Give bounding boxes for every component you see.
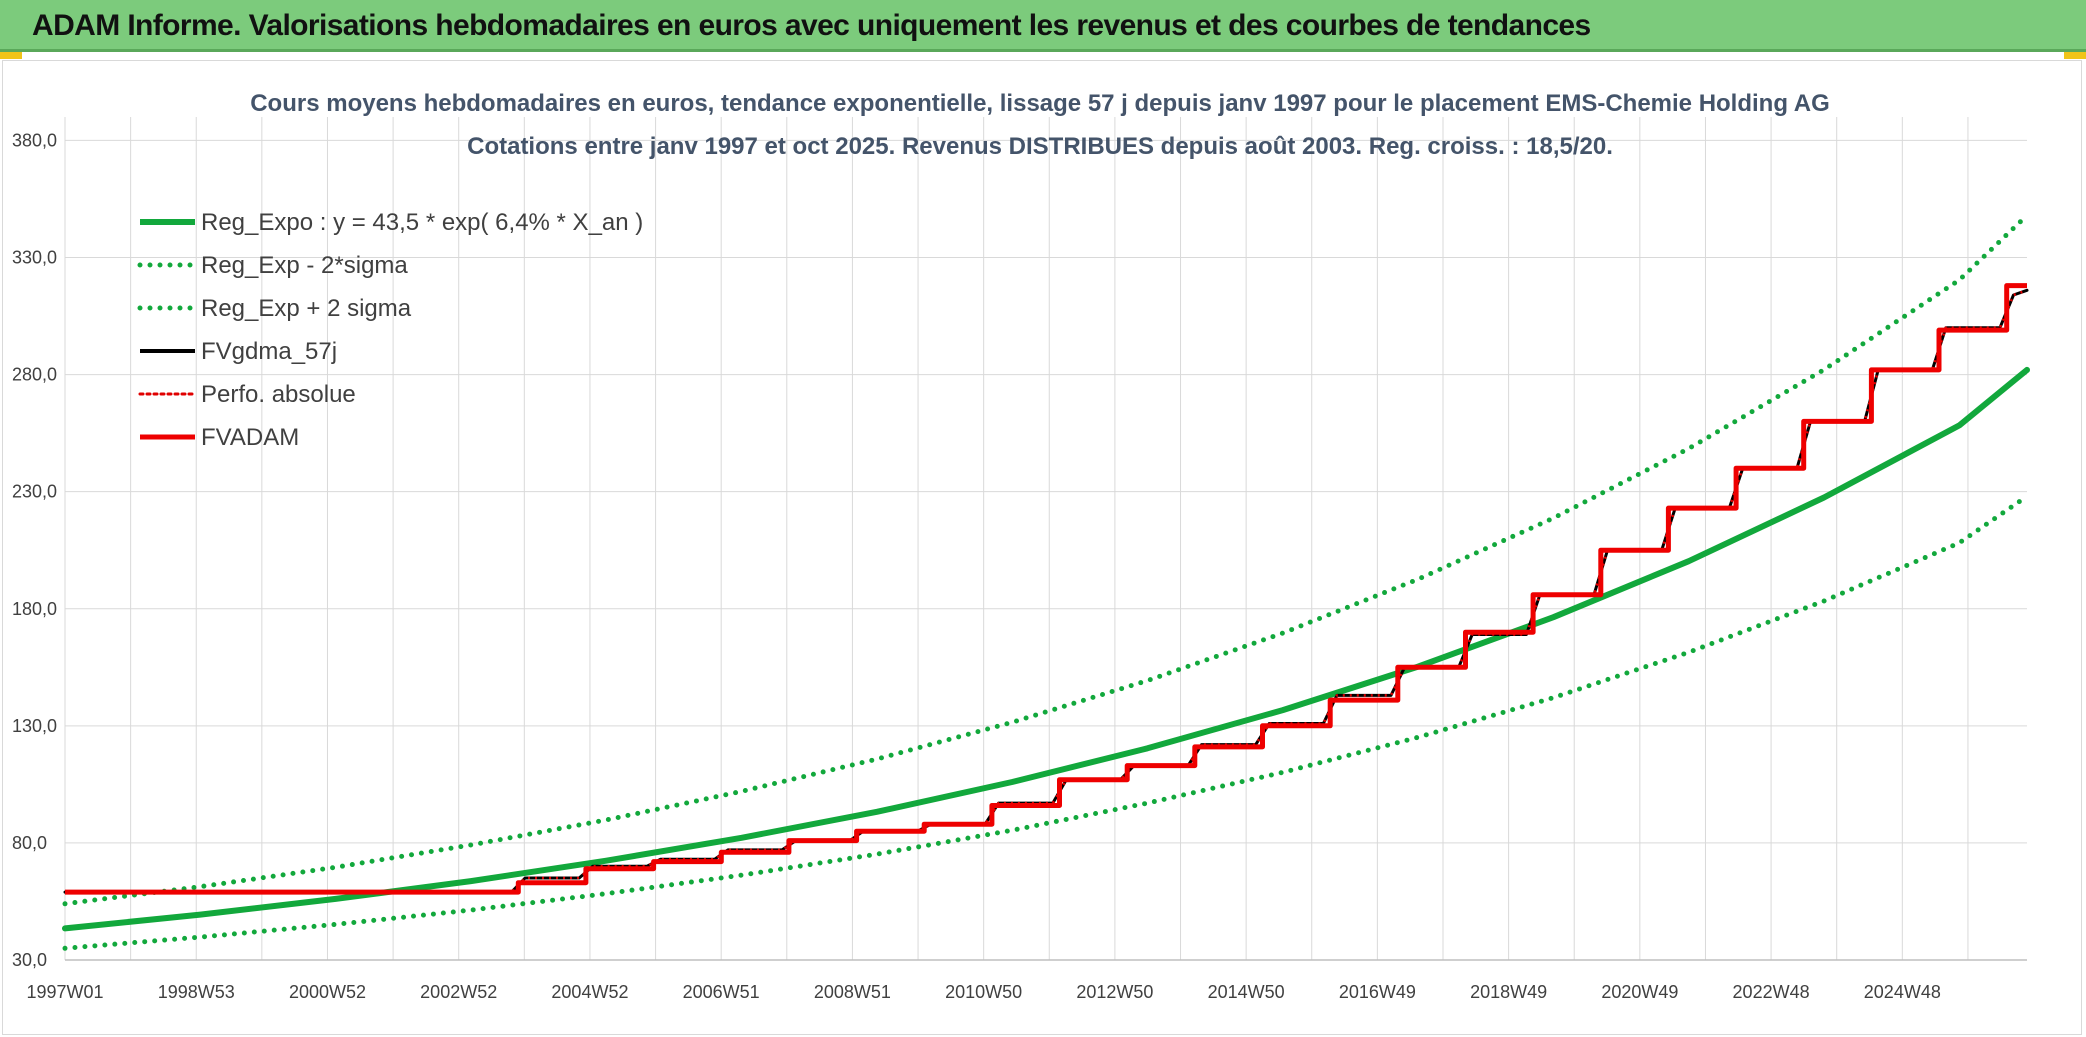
report-banner: ADAM Informe. Valorisations hebdomadaire… xyxy=(0,0,2086,52)
x-tick-label: 2024W48 xyxy=(1864,982,1941,1002)
legend-label-3: FVgdma_57j xyxy=(201,338,337,365)
x-tick-label: 2016W49 xyxy=(1339,982,1416,1002)
y-tick-label: 180,0 xyxy=(12,599,57,619)
y-tick-label: 30,0 xyxy=(12,950,47,970)
x-tick-label: 1997W01 xyxy=(26,982,103,1002)
legend-label-2: Reg_Exp + 2 sigma xyxy=(201,295,412,322)
chart-grid xyxy=(64,117,2027,961)
chart-legend: Reg_Expo : y = 43,5 * exp( 6,4% * X_an )… xyxy=(137,209,643,451)
series-line-2 xyxy=(62,212,2030,907)
chart-series xyxy=(62,212,2030,951)
series-line-0 xyxy=(62,366,2030,932)
x-tick-label: 2018W49 xyxy=(1470,982,1547,1002)
y-tick-label: 130,0 xyxy=(12,716,57,736)
y-tick-label: 280,0 xyxy=(12,365,57,385)
series-line-1 xyxy=(62,493,2030,951)
y-tick-label: 330,0 xyxy=(12,248,57,268)
x-axis-tick-labels: 1997W01 1998W53 2000W52 2002W52 2004W52 2006W… xyxy=(26,982,1940,1002)
x-tick-label: 2012W50 xyxy=(1076,982,1153,1002)
x-tick-label: 2004W52 xyxy=(551,982,628,1002)
x-tick-label: 2006W51 xyxy=(683,982,760,1002)
legend-label-5: FVADAM xyxy=(201,424,299,451)
x-tick-label: 2000W52 xyxy=(289,982,366,1002)
x-tick-label: 2002W52 xyxy=(420,982,497,1002)
chart-subtitle: Cotations entre janv 1997 et oct 2025. R… xyxy=(467,133,1613,160)
series-line-5 xyxy=(65,283,2027,895)
x-tick-label: 2010W50 xyxy=(945,982,1022,1002)
report-title: ADAM Informe. Valorisations hebdomadaire… xyxy=(32,9,1591,42)
x-tick-label: 1998W53 xyxy=(158,982,235,1002)
legend-label-0: Reg_Expo : y = 43,5 * exp( 6,4% * X_an ) xyxy=(201,209,643,236)
x-tick-label: 2008W51 xyxy=(814,982,891,1002)
banner-accent-right xyxy=(2064,52,2086,59)
x-tick-label: 2022W48 xyxy=(1733,982,1810,1002)
banner-accent-left xyxy=(0,52,22,59)
chart-title: Cours moyens hebdomadaires en euros, ten… xyxy=(250,90,1830,117)
x-tick-label: 2014W50 xyxy=(1208,982,1285,1002)
chart-frame xyxy=(2,60,2082,1035)
y-tick-label: 380,0 xyxy=(12,130,57,150)
legend-label-4: Perfo. absolue xyxy=(201,381,356,408)
y-tick-label: 80,0 xyxy=(12,833,47,853)
series-line-3 xyxy=(63,288,2029,894)
y-tick-label: 230,0 xyxy=(12,482,57,502)
legend-label-1: Reg_Exp - 2*sigma xyxy=(201,252,408,279)
x-tick-label: 2020W49 xyxy=(1601,982,1678,1002)
chart-label-mask xyxy=(1778,120,1820,168)
y-axis-tick-labels: 30,0 80,0 130,0 180,0 230,0 280,0 330,0 380,0 xyxy=(12,130,57,970)
